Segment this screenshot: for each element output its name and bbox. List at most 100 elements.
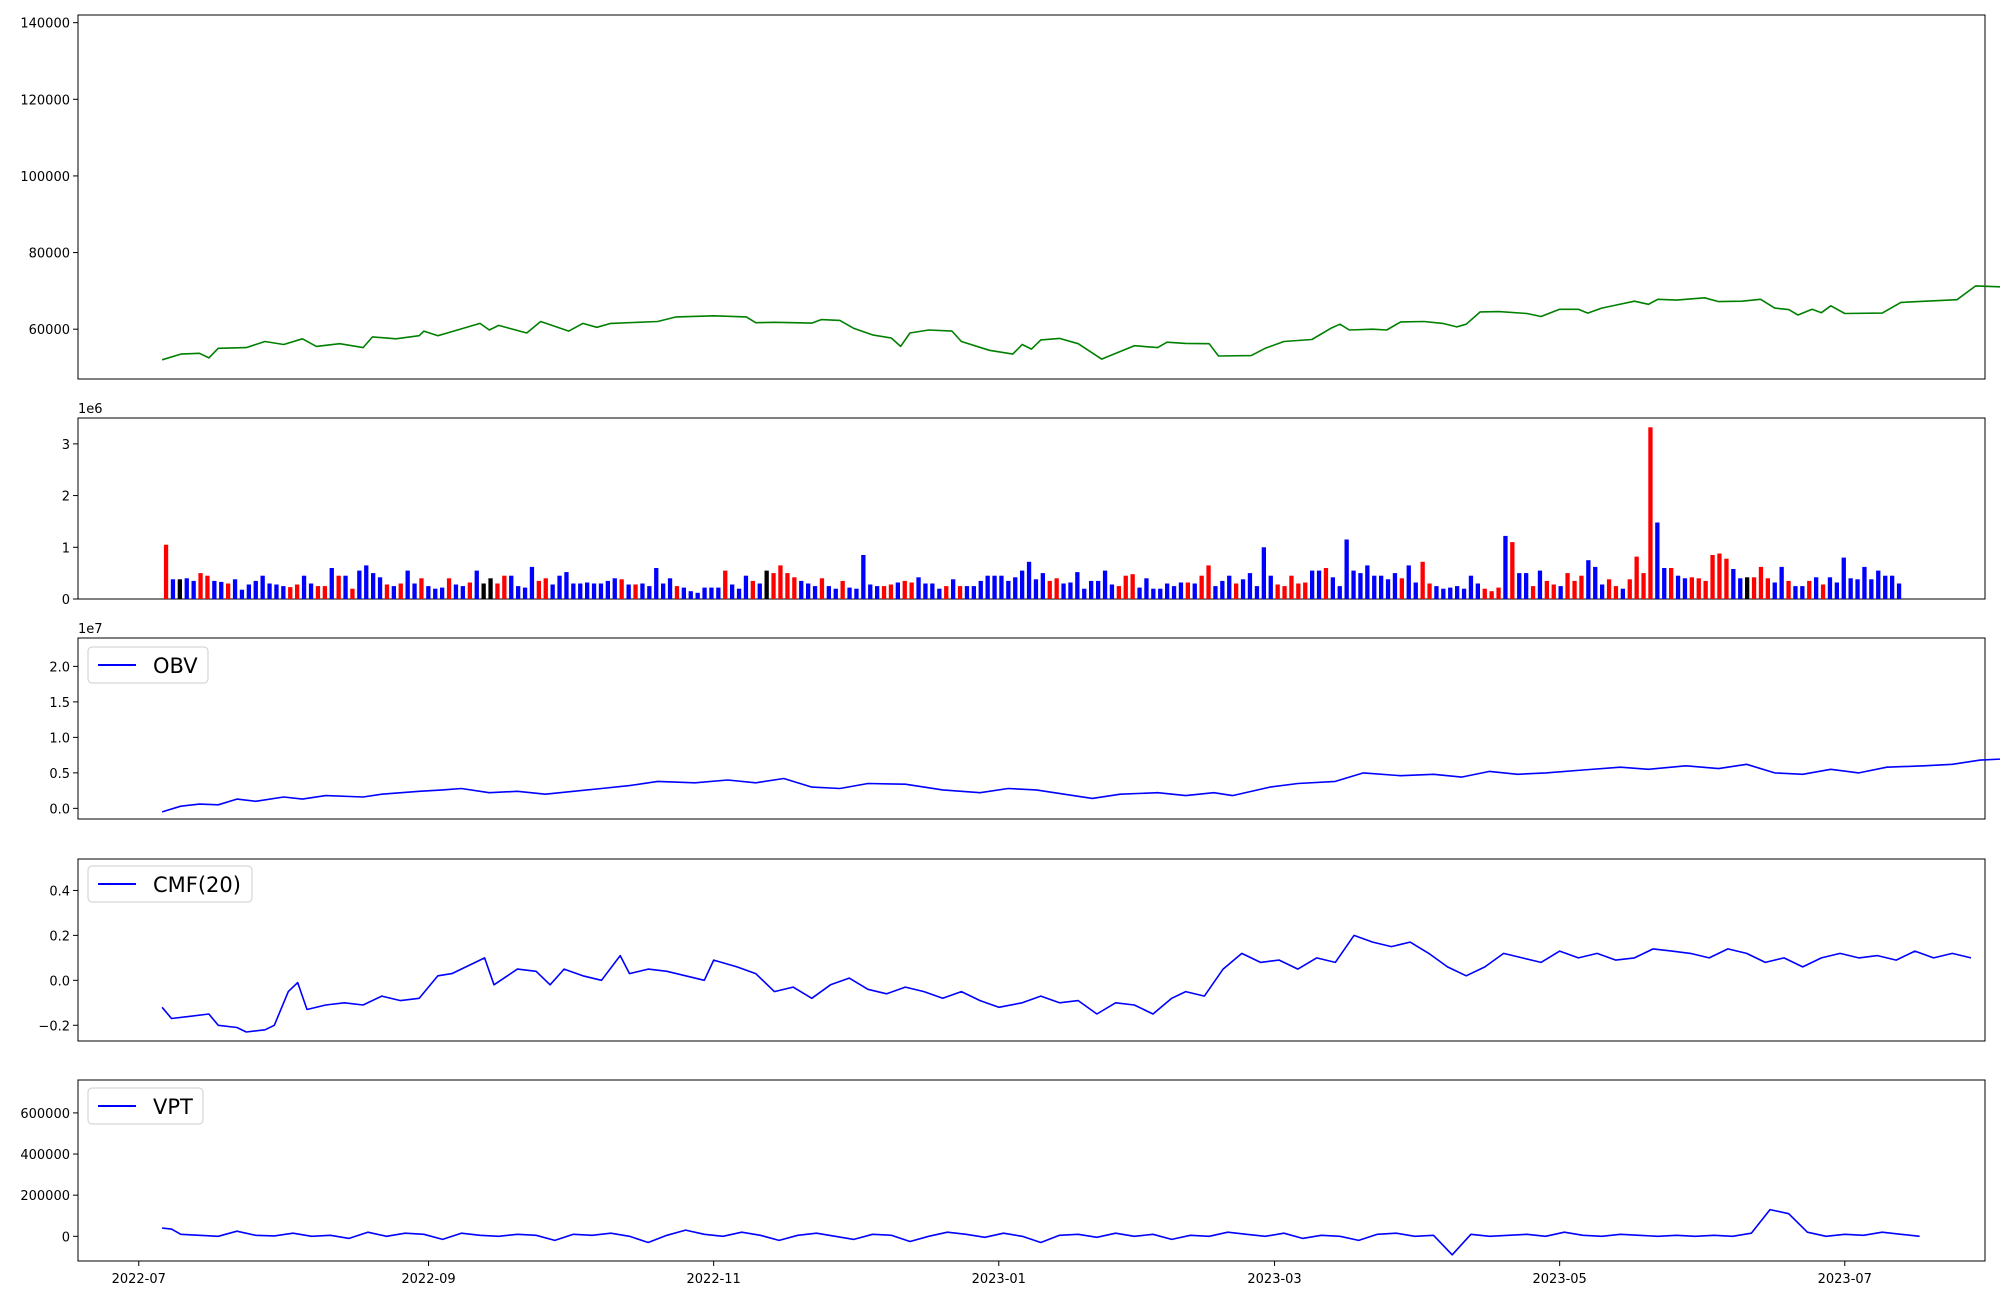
volume-bar <box>1848 578 1853 599</box>
volume-bar <box>1109 584 1115 599</box>
date-tick-label: 2023-05 <box>1533 1272 1587 1287</box>
volume-bar <box>1047 580 1052 599</box>
volume-bar <box>453 584 459 599</box>
volume-bar <box>398 583 403 599</box>
volume-bar <box>281 586 286 599</box>
volume-bar <box>674 586 680 599</box>
volume-bar <box>433 588 438 599</box>
obv-plot-frame <box>77 637 1986 820</box>
volume-bar <box>1738 578 1743 599</box>
volume-bar <box>1544 580 1549 599</box>
volume-bar <box>1461 588 1467 599</box>
volume-bar <box>806 583 811 599</box>
volume-bar <box>764 570 769 599</box>
volume-bar <box>930 583 935 599</box>
date-tick-label: 2022-11 <box>687 1272 741 1287</box>
volume-bar <box>1779 566 1784 599</box>
volume-bar <box>1040 573 1045 599</box>
volume-bar <box>585 582 590 599</box>
obv-ytick-label: 2.0 <box>49 660 70 675</box>
date-tick-label: 2023-03 <box>1247 1272 1301 1287</box>
volume-bar <box>723 570 728 599</box>
volume-bar <box>1365 565 1370 599</box>
volume-bar <box>771 573 776 599</box>
volume-bar <box>322 586 327 599</box>
volume-bar <box>232 579 238 599</box>
volume-bar <box>1627 579 1632 599</box>
volume-bar <box>509 575 514 599</box>
cmf-series-line <box>161 934 1972 1033</box>
volume-bar <box>1178 582 1184 599</box>
volume-bar <box>985 575 990 599</box>
volume-bar <box>1061 583 1066 599</box>
volume-bar <box>571 583 576 599</box>
volume-bar <box>1641 573 1646 599</box>
obv-legend: OBV <box>87 646 209 684</box>
volume-bar <box>1227 575 1232 599</box>
volume-bar <box>854 588 859 599</box>
volume-bar <box>1883 575 1888 599</box>
volume-bar <box>301 575 307 599</box>
volume-bar <box>1344 539 1349 599</box>
volume-bar <box>1717 553 1722 599</box>
volume-bar <box>1372 575 1377 599</box>
volume-bar <box>702 587 707 599</box>
volume-bar <box>1724 558 1729 599</box>
volume-bar <box>667 578 673 599</box>
volume-bar <box>1351 570 1356 599</box>
volume-bar <box>875 586 880 599</box>
obv-ytick-label: 1.5 <box>49 696 70 711</box>
volume-bar <box>184 578 189 599</box>
vpt-ytick-label: 200000 <box>20 1189 70 1204</box>
volume-bar <box>1316 570 1322 599</box>
volume-bar <box>833 588 838 599</box>
volume-ytick-label: 1 <box>62 541 70 556</box>
obv-ytick-label: 0.0 <box>49 802 70 817</box>
volume-bar <box>170 579 176 599</box>
volume-bar <box>1337 586 1342 599</box>
vpt-legend: VPT <box>87 1087 204 1125</box>
volume-bar <box>605 580 610 599</box>
volume-bar <box>1199 575 1204 599</box>
volume-bar <box>1876 570 1881 599</box>
price-ytick-label: 60000 <box>29 323 70 338</box>
volume-bar <box>371 573 376 599</box>
date-tick-label: 2023-07 <box>1818 1272 1872 1287</box>
volume-bar <box>1192 583 1197 599</box>
volume-bar <box>1524 573 1529 599</box>
vpt-series-line <box>162 1208 1920 1256</box>
volume-bar <box>1675 575 1681 599</box>
vpt-legend-label: VPT <box>153 1095 193 1119</box>
volume-bar <box>488 578 493 599</box>
volume-bar <box>757 583 762 599</box>
volume-bar <box>1268 575 1273 599</box>
volume-bar <box>1096 580 1101 599</box>
volume-bar <box>350 588 355 599</box>
volume-bar <box>384 584 390 599</box>
volume-bar <box>440 587 445 599</box>
cmf-panel: −0.2 0.0 0.2 0.4 CMF(20) <box>38 858 1986 1042</box>
volume-bar <box>1406 565 1411 599</box>
volume-bar <box>1026 561 1032 599</box>
volume-bar <box>957 586 963 599</box>
volume-bar <box>868 584 873 599</box>
volume-bar <box>785 573 790 599</box>
volume-bar <box>1296 583 1301 599</box>
cmf-plot-frame <box>77 858 1986 1042</box>
cmf-ytick-label: 0.0 <box>49 974 70 989</box>
volume-bar <box>329 568 334 599</box>
volume-bar <box>847 587 852 599</box>
volume-bar <box>709 587 714 599</box>
volume-bar <box>315 586 321 599</box>
volume-bar <box>1820 584 1826 599</box>
price-ytick-label: 80000 <box>29 247 70 262</box>
volume-bar <box>1455 586 1460 599</box>
volume-bar <box>1441 588 1446 599</box>
volume-bar <box>1814 577 1819 599</box>
volume-bar <box>1137 587 1142 599</box>
volume-bar <box>564 572 569 599</box>
volume-bar <box>1448 587 1453 599</box>
volume-bar <box>716 587 721 599</box>
volume-bar <box>295 584 300 599</box>
volume-bar <box>1634 556 1639 599</box>
